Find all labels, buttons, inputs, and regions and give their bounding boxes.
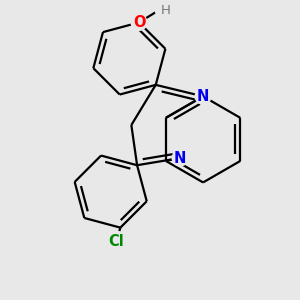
- Circle shape: [131, 15, 147, 30]
- Text: Cl: Cl: [108, 235, 124, 250]
- Circle shape: [105, 231, 127, 253]
- Text: H: H: [160, 4, 170, 17]
- Circle shape: [195, 88, 211, 104]
- Text: O: O: [133, 15, 145, 30]
- Text: N: N: [174, 151, 186, 166]
- Text: N: N: [197, 89, 209, 104]
- Circle shape: [172, 150, 188, 166]
- Circle shape: [155, 4, 168, 17]
